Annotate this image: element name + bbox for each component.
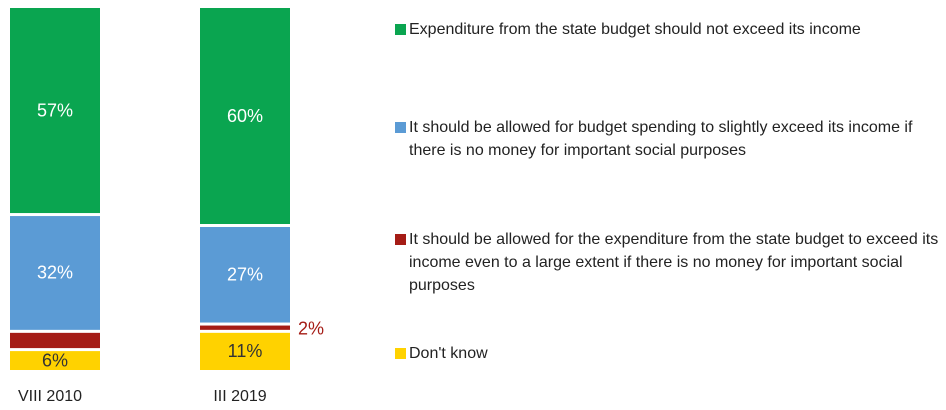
bar-segment	[200, 332, 290, 370]
bar-segment	[200, 325, 290, 330]
bar-segment	[200, 227, 290, 323]
legend-item: It should be allowed for budget spending…	[395, 116, 940, 162]
data-label: 11%	[228, 341, 263, 361]
legend-item: Don't know	[395, 342, 940, 365]
bar-segment	[200, 8, 290, 224]
bar-segment	[10, 351, 100, 370]
legend-label: It should be allowed for the expenditure…	[409, 231, 939, 294]
legend-label: Don't know	[409, 345, 488, 362]
data-label: 6%	[42, 350, 68, 370]
legend-label: Expenditure from the state budget should…	[409, 21, 861, 38]
legend-label: It should be allowed for budget spending…	[409, 119, 913, 159]
x-tick-label: III 2019	[213, 388, 266, 405]
data-label: 60%	[227, 106, 263, 126]
bar-segment	[10, 332, 100, 349]
data-label: 5%	[42, 330, 68, 350]
data-label: 32%	[37, 263, 73, 283]
legend-swatch	[395, 122, 406, 133]
bar-segment	[10, 216, 100, 330]
bar-segment	[10, 8, 100, 214]
data-label: 57%	[37, 100, 73, 120]
data-label: 27%	[227, 265, 263, 285]
legend-item: Expenditure from the state budget should…	[395, 18, 940, 41]
legend-swatch	[395, 24, 406, 35]
legend-swatch	[395, 348, 406, 359]
legend-swatch	[395, 234, 406, 245]
legend-item: It should be allowed for the expenditure…	[395, 228, 940, 297]
x-tick-label: VIII 2010	[18, 388, 82, 405]
data-label: 2%	[298, 318, 324, 338]
